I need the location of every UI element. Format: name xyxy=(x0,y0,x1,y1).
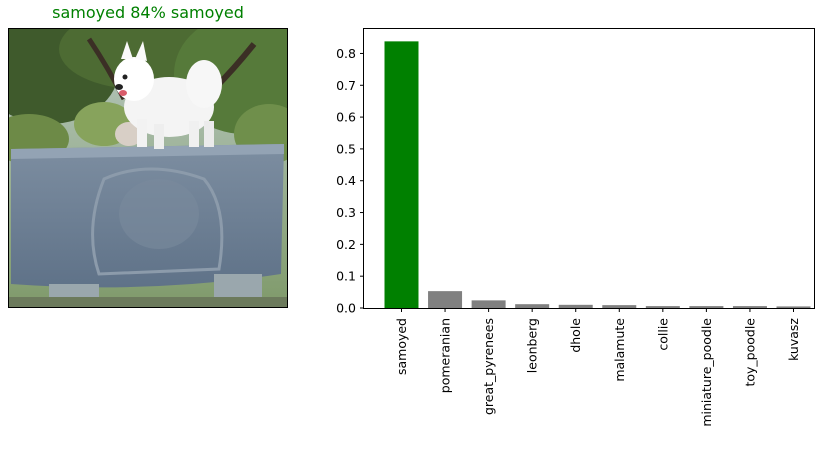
bar-leonberg xyxy=(515,304,550,308)
bar-kuvasz xyxy=(776,306,811,308)
x-tick-label: dhole xyxy=(568,318,583,353)
x-tick-label: great_pyrenees xyxy=(481,318,496,415)
bar-dhole xyxy=(558,304,593,308)
bar-pomeranian xyxy=(428,291,463,308)
x-tick-label: malamute xyxy=(612,318,627,382)
x-tick-label: collie xyxy=(655,318,670,351)
bar-miniature_poodle xyxy=(689,306,724,308)
bar-great_pyrenees xyxy=(471,300,506,308)
y-tick-label: 0.3 xyxy=(336,205,356,220)
dog-photo xyxy=(8,28,288,308)
bar-malamute xyxy=(602,305,637,308)
y-tick-label: 0.4 xyxy=(336,173,356,188)
y-tick-label: 0.5 xyxy=(336,141,356,156)
bar-samoyed xyxy=(384,41,419,308)
x-tick-label: miniature_poodle xyxy=(699,318,714,427)
y-tick-label: 0.7 xyxy=(336,78,356,93)
dog-photo-illustration xyxy=(9,29,287,307)
bar-collie xyxy=(645,306,680,308)
x-tick-label: toy_poodle xyxy=(742,318,757,387)
prediction-title: samoyed 84% samoyed xyxy=(52,3,244,22)
x-tick-label: leonberg xyxy=(525,318,540,373)
y-tick-label: 0.1 xyxy=(336,269,356,284)
plot-frame xyxy=(363,28,815,309)
x-tick-label: pomeranian xyxy=(438,318,453,393)
x-tick-label: kuvasz xyxy=(786,318,801,361)
x-tick-label: samoyed xyxy=(394,318,409,375)
bar-toy_poodle xyxy=(732,306,767,308)
y-tick-label: 0.8 xyxy=(336,46,356,61)
y-tick-label: 0.2 xyxy=(336,237,356,252)
y-tick-label: 0.6 xyxy=(336,110,356,125)
y-tick-label: 0.0 xyxy=(336,301,356,316)
